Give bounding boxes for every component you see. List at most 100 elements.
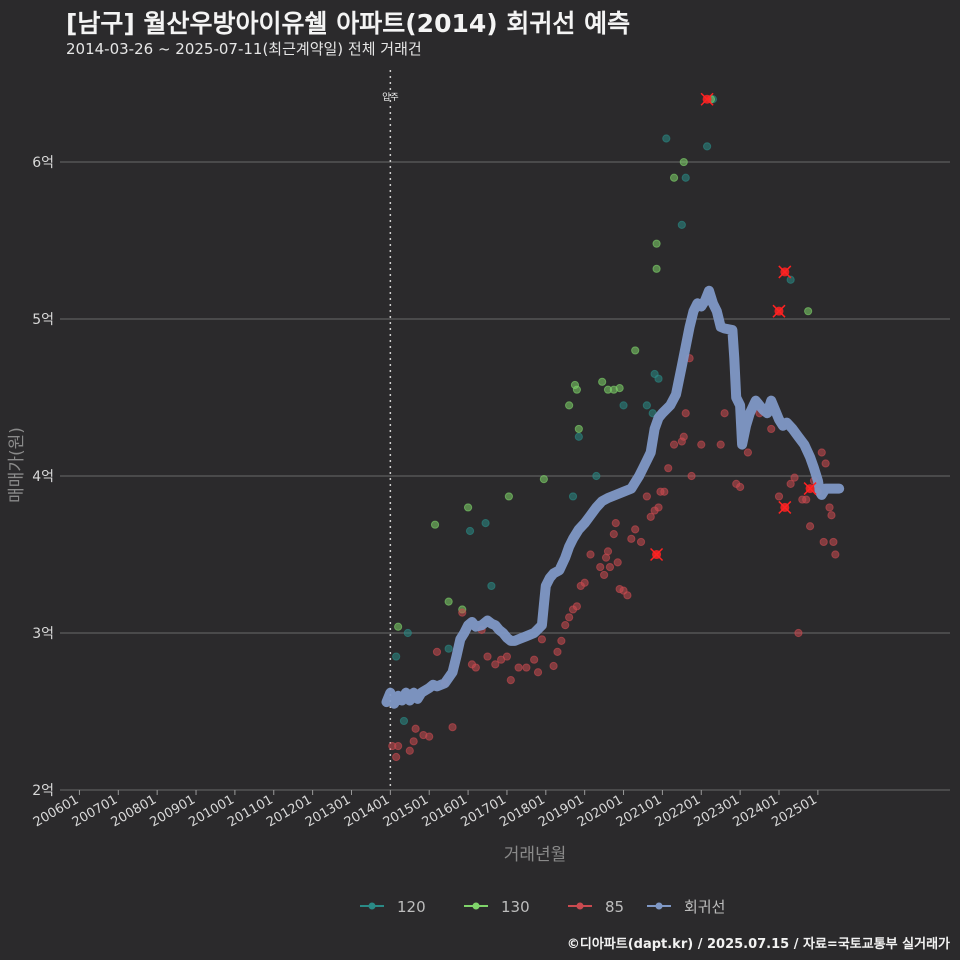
data-point-85 — [681, 409, 690, 418]
points-layer — [388, 95, 840, 762]
y-tick-label: 6억 — [32, 155, 54, 171]
data-point-85 — [802, 495, 811, 504]
highlight-cross — [650, 547, 664, 562]
legend-label: 120 — [397, 898, 426, 916]
data-point-85 — [561, 621, 570, 630]
data-point-130 — [572, 385, 581, 394]
data-point-85 — [553, 647, 562, 656]
data-point-85 — [586, 550, 595, 559]
data-point-85 — [669, 440, 679, 449]
x-tick-label: 202501 — [769, 792, 819, 830]
data-point-85 — [716, 440, 725, 449]
data-point-120 — [681, 173, 690, 182]
y-tick-label: 5억 — [32, 312, 54, 328]
data-point-85 — [405, 746, 414, 755]
data-point-85 — [654, 503, 663, 512]
data-point-130 — [631, 346, 640, 355]
legend-item-회귀선: 회귀선 — [647, 898, 725, 916]
highlight-marker — [778, 265, 792, 279]
data-point-120 — [642, 401, 651, 410]
legend-label: 회귀선 — [684, 898, 725, 916]
highlight-marker — [700, 92, 714, 106]
data-point-130 — [574, 424, 583, 434]
data-point-120 — [574, 432, 583, 441]
y-tick-label: 4억 — [32, 469, 54, 485]
data-point-85 — [409, 737, 418, 746]
data-point-85 — [794, 628, 803, 638]
legend-swatch-dot — [576, 902, 584, 910]
data-point-120 — [568, 492, 578, 501]
data-point-85 — [491, 660, 500, 669]
data-point-85 — [411, 724, 420, 733]
data-point-85 — [642, 492, 651, 501]
data-point-85 — [767, 424, 776, 434]
data-point-120 — [403, 628, 412, 638]
data-point-130 — [804, 307, 813, 316]
data-point-85 — [819, 537, 828, 547]
data-point-85 — [609, 530, 618, 539]
data-point-85 — [605, 562, 615, 572]
highlight-marker — [803, 482, 817, 496]
data-point-120 — [465, 526, 475, 536]
data-point-85 — [600, 570, 609, 580]
data-point-85 — [603, 547, 613, 556]
footer-credit: ©디아파트(dapt.kr) / 2025.07.15 / 자료=국토교통부 실… — [566, 937, 950, 952]
data-point-85 — [821, 459, 830, 468]
legend-item-120: 120 — [360, 898, 426, 916]
data-point-85 — [448, 723, 457, 732]
y-tick-label: 2억 — [32, 783, 54, 799]
data-point-85 — [790, 473, 799, 482]
data-point-130 — [394, 622, 403, 631]
data-point-85 — [394, 741, 403, 751]
legend-swatch-dot — [655, 902, 663, 910]
data-point-85 — [627, 534, 636, 543]
highlight-cross — [778, 265, 792, 279]
highlight-layer — [650, 92, 817, 562]
data-point-85 — [679, 432, 688, 441]
data-point-85 — [827, 511, 836, 520]
data-point-120 — [619, 401, 628, 410]
y-axis-title: 매매가(원) — [7, 427, 27, 503]
data-point-85 — [533, 668, 543, 677]
legend-item-130: 130 — [464, 898, 530, 916]
data-point-85 — [502, 652, 512, 661]
data-point-85 — [743, 448, 753, 457]
legend-swatch-dot — [472, 902, 480, 910]
data-point-120 — [662, 134, 671, 143]
data-point-85 — [646, 512, 655, 521]
data-point-85 — [786, 479, 795, 488]
data-point-130 — [539, 475, 548, 484]
data-point-85 — [392, 752, 401, 762]
data-point-130 — [565, 401, 574, 410]
data-point-85 — [514, 663, 523, 672]
data-point-85 — [530, 655, 539, 664]
data-point-85 — [425, 732, 434, 741]
data-point-85 — [736, 482, 745, 492]
data-point-130 — [598, 377, 607, 386]
data-point-85 — [631, 525, 640, 534]
data-point-130 — [669, 173, 679, 182]
data-point-85 — [817, 448, 826, 457]
data-point-120 — [786, 275, 795, 284]
data-point-120 — [677, 220, 686, 229]
data-point-85 — [537, 635, 547, 644]
data-point-85 — [580, 578, 589, 587]
data-point-120 — [444, 644, 453, 653]
data-point-85 — [829, 537, 838, 547]
data-point-85 — [611, 519, 620, 528]
data-point-85 — [572, 602, 581, 611]
data-point-85 — [483, 652, 492, 661]
highlight-cross — [700, 92, 714, 106]
data-point-130 — [679, 157, 688, 167]
highlight-cross — [772, 304, 786, 318]
data-point-85 — [471, 663, 480, 672]
legend-item-85: 85 — [568, 898, 624, 916]
data-point-85 — [458, 608, 467, 617]
highlight-marker — [650, 547, 664, 562]
data-point-85 — [660, 487, 669, 496]
data-point-85 — [613, 558, 622, 567]
data-point-85 — [432, 647, 442, 656]
data-point-120 — [487, 581, 496, 591]
data-point-85 — [506, 676, 515, 685]
chart-subtitle: 2014-03-26 ~ 2025-07-11(최근계약일) 전체 거래건 — [66, 40, 422, 58]
